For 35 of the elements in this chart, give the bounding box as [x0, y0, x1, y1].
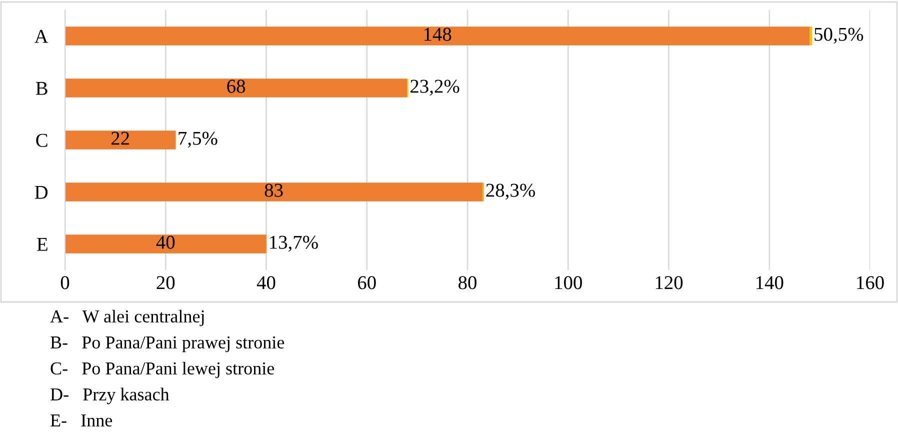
bar — [65, 78, 408, 98]
y-tick-label: A — [34, 30, 48, 43]
x-tick-label: 40 — [256, 276, 276, 290]
data-label: 13,7% — [270, 236, 318, 252]
text: C- Po Pana/Pani lewej stronie — [50, 362, 274, 378]
data-label: 28,3% — [486, 184, 535, 200]
x-tick-label: 80 — [458, 276, 476, 290]
data-label: 23,2% — [410, 80, 460, 96]
bar — [65, 130, 176, 150]
text: B- Po Pana/Pani prawej stronie — [50, 336, 284, 352]
data-label: 83 — [264, 184, 283, 197]
bar — [65, 234, 266, 254]
x-tick-label: 100 — [555, 276, 582, 290]
bar — [810, 26, 812, 46]
x-tick-label: 140 — [756, 276, 784, 290]
y-tick-label: E — [37, 238, 48, 251]
x-tick-label: 20 — [156, 276, 175, 290]
bar — [65, 182, 483, 202]
data-label: 40 — [156, 236, 175, 249]
data-label: 148 — [424, 28, 452, 41]
bar — [65, 26, 810, 46]
x-tick-label: 120 — [656, 276, 683, 290]
y-tick-label: B — [36, 82, 48, 95]
y-tick-label: D — [34, 186, 48, 199]
text: E- Inne — [50, 414, 112, 427]
x-tick-label: 160 — [857, 276, 884, 290]
text: D- Przy kasach — [50, 388, 170, 404]
x-tick-label: 0 — [60, 276, 70, 290]
data-label: 50,5% — [814, 28, 864, 44]
y-tick-label: C — [36, 134, 48, 147]
x-tick-label: 60 — [358, 276, 376, 290]
data-label: 22 — [111, 132, 129, 145]
data-label: 7,5% — [178, 132, 218, 148]
text: A- W alei centralnej — [50, 310, 204, 326]
data-label: 68 — [227, 80, 246, 93]
